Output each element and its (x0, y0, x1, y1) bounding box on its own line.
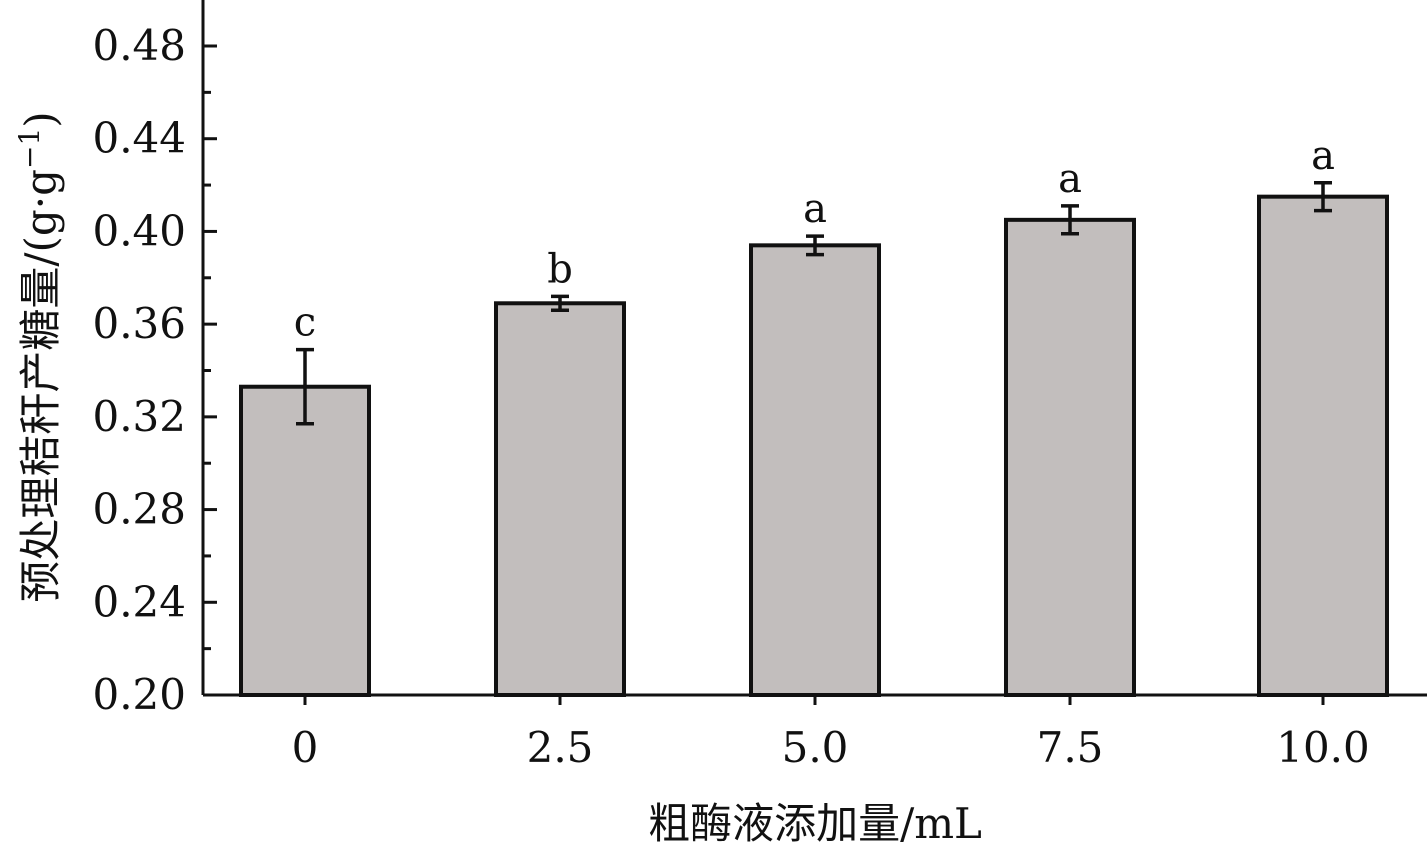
y-axis-title-superscript: −1 (13, 128, 46, 169)
significance-label-1: b (547, 246, 573, 292)
x-tick-label-2: 5.0 (782, 723, 849, 772)
y-axis-title-tail: ) (16, 111, 65, 127)
x-tick-label-3: 7.5 (1037, 723, 1104, 772)
bar-2 (749, 243, 881, 697)
x-axis-title: 粗酶液添加量/mL (648, 799, 982, 848)
significance-label-2: a (803, 186, 827, 232)
bar-3 (1004, 217, 1136, 697)
significance-labels-group: c b a a a (294, 133, 1335, 346)
y-tick-label-4: 0.36 (92, 299, 186, 348)
y-tick-label-3: 0.32 (92, 392, 186, 441)
significance-label-4: a (1311, 133, 1335, 179)
y-axis-title: 预处理秸秆产糖量/(g·g−1) (13, 111, 65, 602)
bar-1 (494, 301, 626, 697)
x-tick-label-4: 10.0 (1276, 723, 1370, 772)
x-tick-label-1: 2.5 (527, 723, 594, 772)
x-tick-label-0: 0 (292, 723, 319, 772)
bar-4 (1257, 194, 1389, 698)
error-bar-0 (296, 347, 314, 426)
error-bar-3 (1061, 204, 1079, 236)
x-ticks-group: 0 2.5 5.0 7.5 10.0 (292, 695, 1370, 772)
bars-group (239, 194, 1389, 698)
bar-0 (239, 384, 371, 697)
error-bar-1 (551, 294, 569, 312)
y-tick-label-0: 0.20 (92, 670, 186, 719)
y-tick-label-5: 0.40 (92, 206, 186, 255)
significance-label-0: c (294, 300, 316, 346)
y-ticks-group: 0.20 0.24 0.28 0.32 0.36 0.40 0.44 0.48 (92, 21, 217, 719)
y-tick-label-1: 0.24 (92, 577, 186, 626)
y-axis-title-main: 预处理秸秆产糖量/(g·g (16, 169, 65, 603)
error-bar-2 (806, 234, 824, 257)
significance-label-3: a (1058, 156, 1082, 202)
y-tick-label-6: 0.44 (92, 114, 186, 163)
y-tick-label-2: 0.28 (92, 485, 186, 534)
error-bars-group (296, 181, 1332, 426)
y-tick-label-7: 0.48 (92, 21, 186, 70)
error-bar-4 (1314, 181, 1332, 213)
